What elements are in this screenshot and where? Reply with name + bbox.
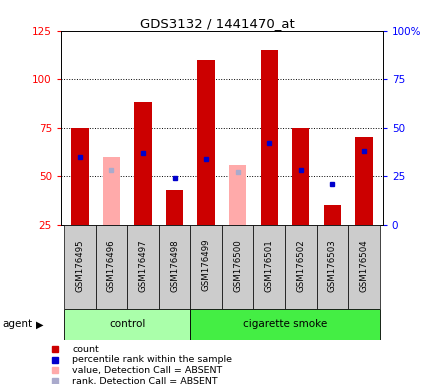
Text: GSM176498: GSM176498 bbox=[170, 239, 179, 291]
Bar bbox=[323, 205, 340, 225]
Text: percentile rank within the sample: percentile rank within the sample bbox=[72, 356, 232, 364]
Bar bbox=[190, 225, 221, 309]
Bar bbox=[347, 225, 379, 309]
Text: ▶: ▶ bbox=[36, 319, 43, 329]
Bar bbox=[102, 157, 120, 225]
Bar bbox=[134, 103, 151, 225]
Bar bbox=[197, 60, 214, 225]
Bar bbox=[95, 225, 127, 309]
Text: cigarette smoke: cigarette smoke bbox=[242, 319, 326, 329]
Text: GSM176496: GSM176496 bbox=[107, 239, 115, 291]
Text: GSM176500: GSM176500 bbox=[233, 239, 242, 291]
Text: agent: agent bbox=[2, 319, 32, 329]
Bar bbox=[64, 309, 190, 340]
Text: GSM176503: GSM176503 bbox=[327, 239, 336, 291]
Text: GSM176497: GSM176497 bbox=[138, 239, 147, 291]
Bar bbox=[64, 225, 95, 309]
Bar bbox=[316, 225, 347, 309]
Bar bbox=[221, 225, 253, 309]
Text: GSM176495: GSM176495 bbox=[75, 239, 84, 291]
Text: GSM176502: GSM176502 bbox=[296, 239, 305, 291]
Bar bbox=[355, 137, 372, 225]
Bar bbox=[253, 225, 284, 309]
Bar bbox=[291, 128, 309, 225]
Bar bbox=[165, 190, 183, 225]
Bar bbox=[284, 225, 316, 309]
Bar bbox=[127, 225, 158, 309]
Text: rank, Detection Call = ABSENT: rank, Detection Call = ABSENT bbox=[72, 377, 217, 384]
Text: GSM176501: GSM176501 bbox=[264, 239, 273, 291]
Bar bbox=[190, 309, 379, 340]
Text: GSM176504: GSM176504 bbox=[358, 239, 368, 291]
Bar bbox=[71, 128, 88, 225]
Text: value, Detection Call = ABSENT: value, Detection Call = ABSENT bbox=[72, 366, 222, 375]
Text: GSM176499: GSM176499 bbox=[201, 239, 210, 291]
Bar bbox=[158, 225, 190, 309]
Text: control: control bbox=[109, 319, 145, 329]
Bar bbox=[260, 50, 277, 225]
Bar bbox=[228, 164, 246, 225]
Text: GDS3132 / 1441470_at: GDS3132 / 1441470_at bbox=[140, 17, 294, 30]
Text: count: count bbox=[72, 345, 99, 354]
